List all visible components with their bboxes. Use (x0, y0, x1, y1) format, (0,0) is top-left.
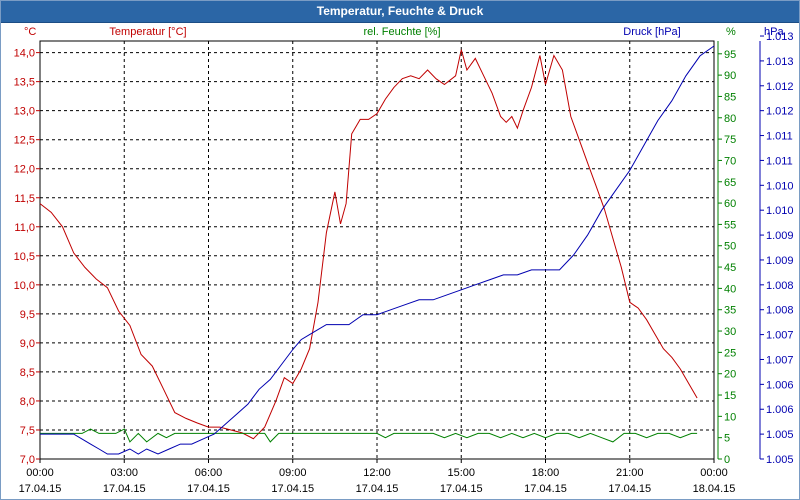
humidity-tick-label: 45 (724, 262, 736, 274)
pressure-tick-label: 1.011 (766, 155, 793, 167)
humidity-tick-label: 0 (724, 454, 730, 466)
temperature-tick-label: 10,5 (14, 251, 35, 263)
temperature-tick-label: 14,0 (14, 48, 35, 60)
humidity-tick-label: 15 (724, 390, 736, 402)
temperature-unit-label: °C (24, 26, 36, 38)
x-tick-time-label: 00:00 (26, 467, 54, 479)
temperature-tick-label: 8,5 (20, 367, 35, 379)
x-tick-date-label: 18.04.15 (693, 483, 736, 495)
series-line-temperature (39, 49, 698, 440)
pressure-tick-label: 1.006 (766, 404, 794, 416)
pressure-tick-label: 1.013 (766, 31, 794, 43)
humidity-axis-label: rel. Feuchte [%] (363, 26, 440, 38)
humidity-tick-label: 30 (724, 326, 736, 338)
temperature-tick-label: 7,0 (20, 454, 35, 466)
temperature-tick-label: 11,5 (14, 193, 35, 205)
pressure-tick-label: 1.009 (766, 230, 794, 242)
pressure-tick-label: 1.010 (766, 180, 794, 192)
x-tick-date-label: 17.04.15 (608, 483, 651, 495)
x-tick-date-label: 17.04.15 (19, 483, 62, 495)
axis-layer: 7,0 7,5 8,0 8,5 9,0 9,5 10,0 10,5 11,0 11,5 12,0 12… (14, 31, 794, 495)
x-tick-time-label: 03:00 (110, 467, 138, 479)
humidity-tick-label: 40 (724, 283, 736, 295)
series-layer (39, 45, 715, 455)
pressure-tick-label: 1.007 (766, 330, 794, 342)
x-tick-date-label: 17.04.15 (271, 483, 314, 495)
pressure-tick-label: 1.006 (766, 379, 794, 391)
temperature-tick-label: 11,0 (14, 222, 35, 234)
humidity-tick-label: 65 (724, 177, 736, 189)
chart-title: Temperatur, Feuchte & Druck (316, 4, 484, 18)
humidity-tick-label: 60 (724, 198, 736, 210)
series-line-pressure (40, 45, 715, 455)
x-tick-date-label: 17.04.15 (187, 483, 230, 495)
humidity-tick-label: 90 (724, 70, 736, 82)
pressure-tick-label: 1.013 (766, 56, 794, 68)
x-tick-time-label: 15:00 (447, 467, 475, 479)
humidity-tick-label: 25 (724, 347, 736, 359)
temperature-tick-label: 13,5 (14, 77, 35, 89)
temperature-tick-label: 8,0 (20, 396, 35, 408)
humidity-tick-label: 80 (724, 113, 736, 125)
series-line-humidity (40, 428, 698, 443)
humidity-tick-label: 5 (724, 433, 730, 445)
pressure-unit-label: hPa (764, 26, 784, 38)
pressure-tick-label: 1.005 (766, 454, 794, 466)
pressure-tick-label: 1.010 (766, 205, 794, 217)
humidity-tick-label: 95 (724, 49, 736, 61)
humidity-tick-label: 10 (724, 411, 736, 423)
pressure-tick-label: 1.008 (766, 305, 794, 317)
humidity-tick-label: 75 (724, 134, 736, 146)
humidity-tick-label: 85 (724, 91, 736, 103)
pressure-tick-label: 1.012 (766, 81, 794, 93)
pressure-tick-label: 1.012 (766, 106, 794, 118)
temperature-tick-label: 9,5 (20, 309, 35, 321)
temperature-tick-label: 9,0 (20, 338, 35, 350)
pressure-tick-label: 1.008 (766, 280, 794, 292)
x-tick-time-label: 09:00 (279, 467, 307, 479)
temperature-tick-label: 10,0 (14, 280, 35, 292)
humidity-tick-label: 55 (724, 219, 736, 231)
x-tick-time-label: 00:00 (700, 467, 728, 479)
temperature-tick-label: 7,5 (20, 425, 35, 437)
pressure-tick-label: 1.005 (766, 429, 794, 441)
x-tick-date-label: 17.04.15 (103, 483, 146, 495)
temperature-tick-label: 13,0 (14, 106, 35, 118)
humidity-unit-label: % (726, 26, 736, 38)
temperature-tick-label: 12,0 (14, 164, 35, 176)
x-tick-date-label: 17.04.15 (356, 483, 399, 495)
x-tick-time-label: 06:00 (195, 467, 223, 479)
temperature-tick-label: 12,5 (14, 135, 35, 147)
grid-layer (39, 40, 715, 460)
x-tick-time-label: 18:00 (532, 467, 560, 479)
x-tick-time-label: 21:00 (616, 467, 644, 479)
x-tick-date-label: 17.04.15 (524, 483, 567, 495)
x-tick-date-label: 17.04.15 (440, 483, 483, 495)
chart-title-bar: Temperatur, Feuchte & Druck (0, 0, 800, 23)
humidity-tick-label: 35 (724, 305, 736, 317)
pressure-axis-label: Druck [hPa] (623, 26, 680, 38)
chart-area: 7,0 7,5 8,0 8,5 9,0 9,5 10,0 10,5 11,0 11,5 12,0 12… (14, 26, 794, 495)
temperature-axis-label: Temperatur [°C] (109, 26, 186, 38)
humidity-tick-label: 50 (724, 241, 736, 253)
pressure-tick-label: 1.007 (766, 354, 794, 366)
pressure-tick-label: 1.009 (766, 255, 794, 267)
pressure-tick-label: 1.011 (766, 131, 793, 143)
x-tick-time-label: 12:00 (363, 467, 391, 479)
humidity-tick-label: 20 (724, 369, 736, 381)
humidity-tick-label: 70 (724, 155, 736, 167)
